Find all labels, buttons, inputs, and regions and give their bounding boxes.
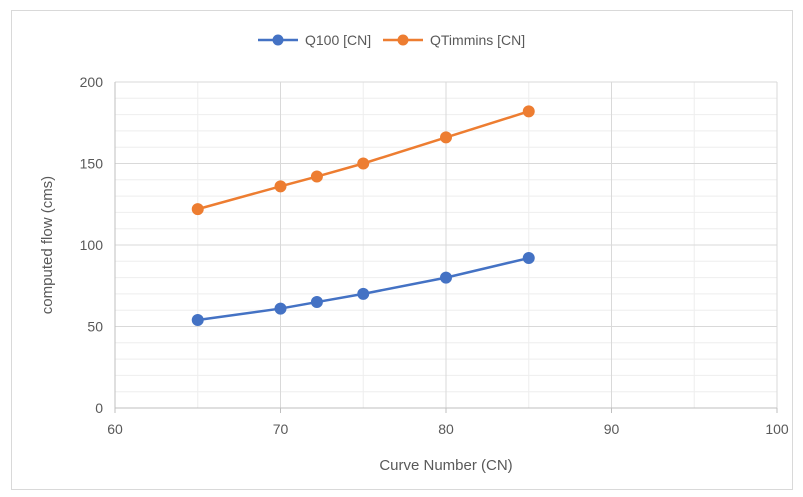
axes: 60 70 80 90 100 0 50 100 150 200: [80, 74, 789, 437]
chart-frame: [11, 10, 793, 490]
data-point: [191, 203, 204, 216]
data-point: [274, 180, 287, 193]
series-1: [191, 105, 535, 216]
data-point: [522, 105, 535, 118]
data-point: [274, 302, 287, 315]
data-point: [310, 170, 323, 183]
data-point: [522, 252, 535, 265]
data-point: [357, 157, 370, 170]
legend-marker: [397, 34, 409, 46]
gridlines: [115, 81, 778, 408]
x-tick-label: 80: [438, 421, 454, 437]
y-tick-label: 0: [95, 400, 103, 416]
series: [191, 105, 535, 326]
x-tick-label: 60: [107, 421, 123, 437]
y-tick-label: 100: [80, 237, 104, 253]
data-point: [440, 131, 452, 144]
legend-item: QTimmins [CN]: [383, 32, 525, 48]
y-tick-label: 200: [80, 74, 104, 90]
series-0: [191, 252, 535, 326]
legend-item: Q100 [CN]: [258, 32, 371, 48]
series-line: [197, 110, 530, 211]
x-tick-label: 70: [273, 421, 289, 437]
legend-label: QTimmins [CN]: [430, 32, 525, 48]
data-point: [357, 287, 370, 300]
legend-marker: [272, 34, 284, 46]
series-line: [197, 256, 530, 322]
data-point: [191, 313, 204, 326]
y-axis-title: computed flow (cms): [39, 176, 56, 314]
legend: Q100 [CN] QTimmins [CN]: [258, 32, 525, 48]
x-axis-title: Curve Number (CN): [379, 457, 512, 474]
y-tick-label: 150: [80, 156, 104, 172]
x-tick-label: 90: [604, 421, 620, 437]
data-point: [440, 271, 452, 284]
y-tick-label: 50: [87, 319, 103, 335]
x-tick-label: 100: [765, 421, 789, 437]
legend-label: Q100 [CN]: [305, 32, 371, 48]
data-point: [310, 296, 323, 309]
